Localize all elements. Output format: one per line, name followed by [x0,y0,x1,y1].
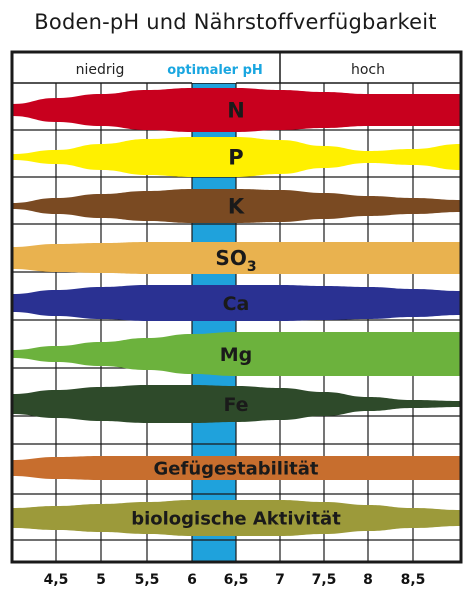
band-label: biologische Aktivität [131,508,341,529]
band-shape [12,285,461,321]
band-shape [12,242,461,274]
ph-axis-ticks: 4,5 5 5,5 6 6,5 7 7,5 8 8,5 [44,572,426,588]
header-row: niedrig optimaler pH hoch [76,62,385,78]
header-optimal-cell [192,52,236,83]
ph-tick-label: 7 [275,572,285,588]
ph-tick-label: 6 [187,572,197,588]
band-label: Fe [223,394,248,416]
ph-tick-label: 5,5 [135,572,160,588]
header-low-label: niedrig [76,62,125,78]
band-shape [12,137,461,177]
band-shape [12,500,461,536]
ph-tick-label: 6,5 [224,572,249,588]
band-label: Ca [223,293,250,315]
ph-tick-label: 8 [363,572,373,588]
bands-layer: NPKSO3CaMgFeGefügestabilitätbiologische … [12,88,461,536]
diagram-title: Boden-pH und Nährstoffverfügbarkeit [34,10,437,34]
band-shape [12,189,461,223]
band-label: Mg [220,344,253,366]
band-shape [12,456,461,480]
band-label-subscript: 3 [247,259,257,275]
diagram-frame [10,50,463,564]
band-label: K [228,195,245,219]
ph-tick-label: 7,5 [312,572,337,588]
header-background [12,52,461,83]
band-label: Gefügestabilität [154,458,319,479]
band-label: N [227,99,245,123]
band-shape [12,88,461,132]
header-optimal-label: optimaler pH [167,63,263,78]
header-high-label: hoch [351,62,385,78]
ph-tick-label: 5 [96,572,106,588]
band-label: P [228,146,243,170]
ph-tick-label: 8,5 [401,572,426,588]
band-shape [12,385,461,423]
ph-tick-label: 4,5 [44,572,69,588]
band-shape [12,332,461,376]
